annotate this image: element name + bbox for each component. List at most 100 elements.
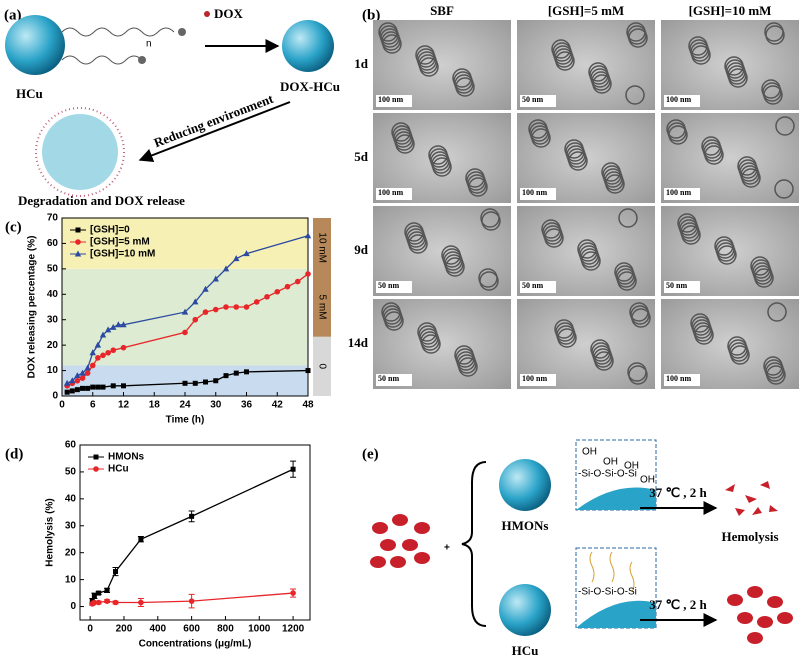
marker — [104, 587, 110, 593]
scale-label: 50 nm — [666, 281, 687, 290]
panel-a: (a) n HCu DOX DOX-HCu Reducing environme… — [4, 6, 340, 208]
marker — [304, 232, 312, 239]
y-tick-label: 10 — [47, 365, 59, 376]
particle — [468, 177, 488, 197]
marker — [243, 304, 250, 310]
particle — [628, 365, 648, 385]
x-tick-label: 6 — [90, 400, 96, 411]
marker — [212, 275, 219, 282]
scale-box — [664, 374, 700, 386]
particle — [704, 145, 724, 165]
marker — [64, 389, 70, 395]
x-tick-label: 12 — [118, 400, 130, 411]
arrow-label: Reducing environment — [152, 91, 276, 151]
vial-strip — [313, 336, 331, 396]
marker — [99, 331, 107, 338]
legend-label: [GSH]=10 mM — [90, 249, 155, 260]
y-tick-label: 40 — [47, 289, 59, 300]
scale-box — [664, 188, 700, 200]
inset-text: OH — [603, 457, 618, 468]
hcu-sphere — [499, 584, 551, 636]
chains — [589, 551, 635, 593]
particle — [458, 357, 478, 377]
panel-label: (a) — [4, 7, 22, 23]
marker — [264, 294, 270, 300]
legend-label: [GSH]=0 — [90, 225, 130, 236]
x-tick-label: 48 — [302, 400, 314, 411]
marker — [222, 265, 230, 272]
marker — [192, 380, 198, 386]
hemolysis-label: Hemolysis — [721, 529, 778, 544]
end-group — [178, 28, 186, 36]
end-group — [138, 56, 146, 64]
scale-box — [664, 95, 700, 107]
particle — [730, 345, 750, 365]
marker — [121, 383, 126, 389]
band — [62, 365, 308, 396]
scale-label: 100 nm — [666, 188, 691, 197]
y-axis-label: DOX releasing percentage (%) — [27, 236, 38, 379]
marker — [80, 385, 85, 391]
marker — [69, 388, 75, 394]
marker — [110, 383, 116, 389]
row-label: 1d — [354, 56, 369, 71]
marker — [113, 569, 119, 575]
marker — [91, 593, 97, 599]
inset-text: -Si-O-Si-O-Si — [578, 469, 637, 480]
marker — [74, 372, 81, 379]
scale-label: 100 nm — [378, 188, 403, 197]
marker — [305, 271, 311, 277]
marker — [192, 298, 199, 305]
marker — [90, 384, 96, 390]
particle — [774, 179, 794, 199]
y-tick-label: 0 — [70, 601, 76, 612]
degraded-sphere — [42, 114, 118, 190]
hcu-label: HCu — [16, 86, 43, 101]
x-tick-label: 30 — [210, 400, 222, 411]
marker — [84, 370, 91, 376]
particle — [445, 257, 465, 277]
marker — [85, 385, 91, 391]
marker — [274, 288, 281, 295]
legend-marker — [75, 239, 81, 245]
y-tick-label: 60 — [65, 440, 77, 451]
particle — [681, 225, 701, 245]
scale-label: 100 nm — [522, 374, 547, 383]
particle — [766, 365, 786, 385]
marker — [95, 599, 102, 606]
x-tick-label: 400 — [149, 624, 166, 635]
marker — [138, 536, 144, 542]
marker — [100, 352, 106, 359]
marker — [104, 598, 110, 604]
marker — [181, 308, 189, 315]
marker — [305, 368, 311, 374]
scale-label: 100 nm — [666, 374, 691, 383]
dox-dot — [204, 11, 210, 17]
marker — [192, 316, 199, 323]
marker — [189, 513, 195, 519]
band — [62, 268, 308, 366]
marker — [94, 341, 102, 348]
column-header: [GSH]=10 mM — [689, 3, 772, 18]
scale-box — [376, 188, 412, 200]
marker — [182, 329, 188, 336]
marker — [63, 379, 71, 386]
y-tick-label: 60 — [47, 238, 59, 249]
y-tick-label: 30 — [47, 314, 59, 325]
legend-label: [GSH]=5 mM — [90, 237, 150, 248]
particle — [395, 134, 415, 154]
marker — [95, 384, 101, 390]
marker — [294, 278, 301, 285]
particle — [763, 85, 783, 105]
legend-label: HCu — [108, 464, 129, 475]
y-tick-label: 70 — [47, 213, 59, 224]
marker — [104, 326, 112, 333]
x-tick-label: 1200 — [282, 624, 305, 635]
particle — [628, 28, 648, 48]
marker — [74, 387, 80, 393]
particle — [741, 168, 761, 188]
particle — [617, 271, 637, 291]
charts: (c) 0 6 12 18 24 30 36 42 48 0 10 20 30 40 50 60 70 Time (… — [5, 213, 331, 650]
particle — [605, 174, 625, 194]
particle — [767, 302, 787, 322]
